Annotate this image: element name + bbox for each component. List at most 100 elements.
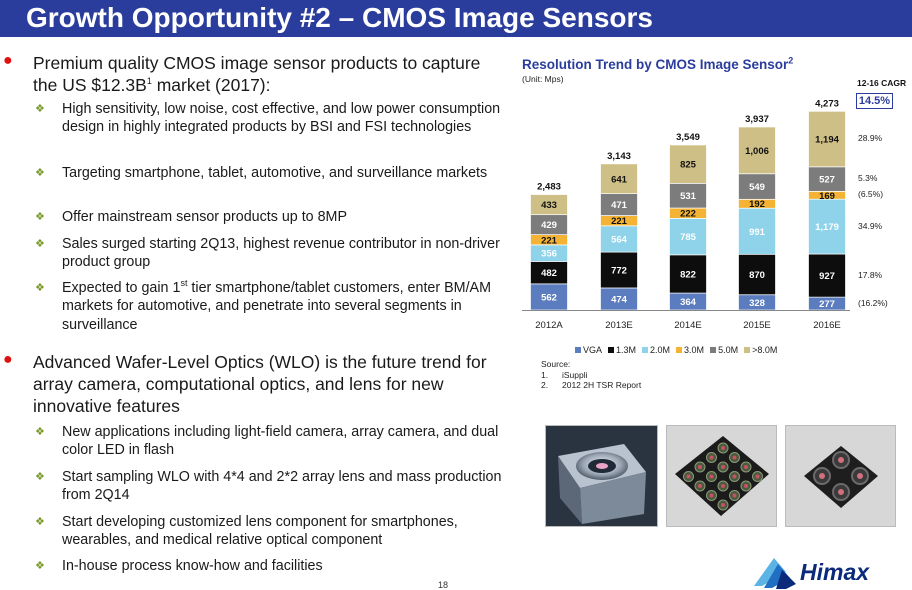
sub-bullet: ❖ Targeting smartphone, tablet, automoti…	[0, 164, 510, 182]
slide-title: Growth Opportunity #2 – CMOS Image Senso…	[26, 2, 653, 33]
bar-segment-label: 564	[611, 234, 628, 245]
sub-bullet-text: In-house process know-how and facilities	[62, 558, 323, 574]
legend-label: 3.0M	[684, 345, 705, 355]
bar-segment-label: 429	[541, 220, 557, 231]
cagr-value: 5.3%	[858, 173, 878, 184]
bar-segment-label: 825	[680, 160, 697, 171]
cagr-total: 14.5%	[856, 93, 893, 109]
legend-swatch	[744, 347, 751, 353]
bar-segment	[808, 253, 846, 298]
x-tick-label: 2012A	[535, 320, 563, 331]
legend-label: >8.0M	[752, 345, 778, 355]
bar-total-label: 3,937	[745, 114, 769, 125]
bar-segment-label: 364	[680, 297, 697, 308]
cagr-value: 17.8%	[858, 269, 883, 280]
source-notes: Source: 1. iSuppli 2. 2012 2H TSR Report	[541, 359, 641, 391]
cagr-value: 34.9%	[858, 220, 883, 231]
sub-bullet-text: New applications including light-field c…	[62, 424, 499, 459]
sub-bullet-text: Start developing customized lens compone…	[62, 514, 458, 549]
main-bullet-text: Premium quality CMOS image sensor produc…	[33, 53, 481, 95]
bar-segment-label: 1,194	[815, 135, 839, 146]
bar-segment	[669, 254, 707, 294]
sub-bullet: ❖ High sensitivity, low noise, cost effe…	[0, 100, 510, 137]
bar-segment-label: 192	[749, 199, 765, 210]
legend-label: VGA	[583, 345, 603, 355]
diamond-bullet-icon: ❖	[35, 238, 45, 250]
bar-segment-label: 471	[611, 200, 628, 211]
bar-segment-label: 527	[819, 175, 835, 186]
bar-segment	[808, 198, 846, 255]
bar-segment	[530, 194, 568, 216]
x-tick-label: 2014E	[674, 320, 701, 331]
source-label: Source:	[541, 359, 571, 369]
cagr-value: (16.2%)	[858, 297, 888, 308]
bar-segment-label: 772	[611, 266, 627, 277]
bar-segment-label: 927	[819, 271, 835, 282]
bar-segment-label: 277	[819, 299, 835, 310]
diamond-bullet-icon: ❖	[35, 103, 45, 115]
bar-segment-label: 870	[749, 270, 765, 281]
x-tick-label: 2013E	[605, 320, 632, 331]
legend-swatch	[575, 347, 581, 353]
bar-segment	[738, 173, 776, 200]
bar-segment-label: 822	[680, 269, 696, 280]
bullet-dot-icon: ●	[3, 52, 13, 69]
bar-segment	[600, 251, 638, 289]
bar-segment-label: 1,179	[815, 222, 839, 233]
sub-bullet: ❖ Start sampling WLO with 4*4 and 2*2 ar…	[0, 468, 510, 505]
legend-entry: >8.0M	[744, 345, 777, 355]
diamond-bullet-icon: ❖	[35, 560, 45, 572]
sub-bullet: ❖ Sales surged starting 2Q13, highest re…	[0, 235, 510, 272]
cagr-value: 28.9%	[858, 133, 883, 144]
chart-unit: (Unit: Mps)	[522, 74, 564, 84]
bar-segment-label: 562	[541, 292, 557, 303]
diamond-bullet-icon: ❖	[35, 167, 45, 179]
legend-entry: 5.0M	[710, 345, 738, 355]
legend-entry: 2.0M	[642, 345, 670, 355]
diamond-bullet-icon: ❖	[35, 516, 45, 528]
bar-segment	[669, 144, 707, 184]
sub-bullet: ❖ Offer mainstream sensor products up to…	[0, 208, 510, 226]
diamond-bullet-icon: ❖	[35, 211, 45, 223]
x-tick-label: 2015E	[743, 320, 770, 331]
cagr-header: 12-16 CAGR	[857, 78, 907, 88]
legend-swatch	[642, 347, 649, 353]
main-bullet-1: ● Premium quality CMOS image sensor prod…	[0, 52, 505, 96]
sub-bullet: ❖ Expected to gain 1st tier smartphone/t…	[0, 279, 510, 334]
main-bullet-2: ● Advanced Wafer-Level Optics (WLO) is t…	[0, 351, 505, 417]
bar-segment-label: 482	[541, 268, 557, 279]
source-item: 2. 2012 2H TSR Report	[541, 380, 642, 390]
bar-segment	[808, 110, 846, 168]
sub-bullet-text: Sales surged starting 2Q13, highest reve…	[62, 236, 500, 271]
wlo-4x4-array-photo	[666, 425, 777, 527]
legend-entry: 3.0M	[676, 345, 704, 355]
source-item: 1. iSuppli	[541, 369, 588, 380]
bar-segment-label: 549	[749, 182, 765, 193]
legend-label: 2.0M	[650, 345, 671, 355]
bar-segment	[600, 225, 638, 253]
wlo-2x2-array-photo	[785, 425, 896, 527]
legend-swatch	[710, 347, 717, 353]
bar-segment-label: 531	[680, 191, 697, 202]
bar-segment	[600, 163, 638, 195]
bar-segment-label: 991	[749, 227, 766, 238]
cagr-value: (6.5%)	[858, 189, 884, 200]
bar-segment-label: 356	[541, 249, 557, 260]
main-bullet-text: Advanced Wafer-Level Optics (WLO) is the…	[33, 352, 487, 416]
bar-segment-label: 433	[541, 200, 557, 211]
bar-total-label: 3,143	[607, 151, 631, 162]
legend-entry: VGA	[575, 345, 602, 355]
sub-bullet-text: High sensitivity, low noise, cost effect…	[62, 101, 501, 136]
bar-segment-label: 474	[611, 294, 628, 305]
bullet-dot-icon: ●	[3, 351, 13, 368]
diamond-bullet-icon: ❖	[35, 426, 45, 438]
page-number: 18	[438, 580, 449, 590]
bar-segment-label: 221	[541, 235, 558, 246]
bar-segment-label: 328	[749, 298, 765, 309]
bar-segment	[738, 207, 776, 255]
sub-bullet-text: Expected to gain 1st tier smartphone/tab…	[62, 278, 491, 333]
wlo-lens-photo	[545, 425, 658, 527]
bar-segment	[530, 283, 568, 311]
sub-bullet-text: Start sampling WLO with 4*4 and 2*2 arra…	[62, 469, 502, 504]
